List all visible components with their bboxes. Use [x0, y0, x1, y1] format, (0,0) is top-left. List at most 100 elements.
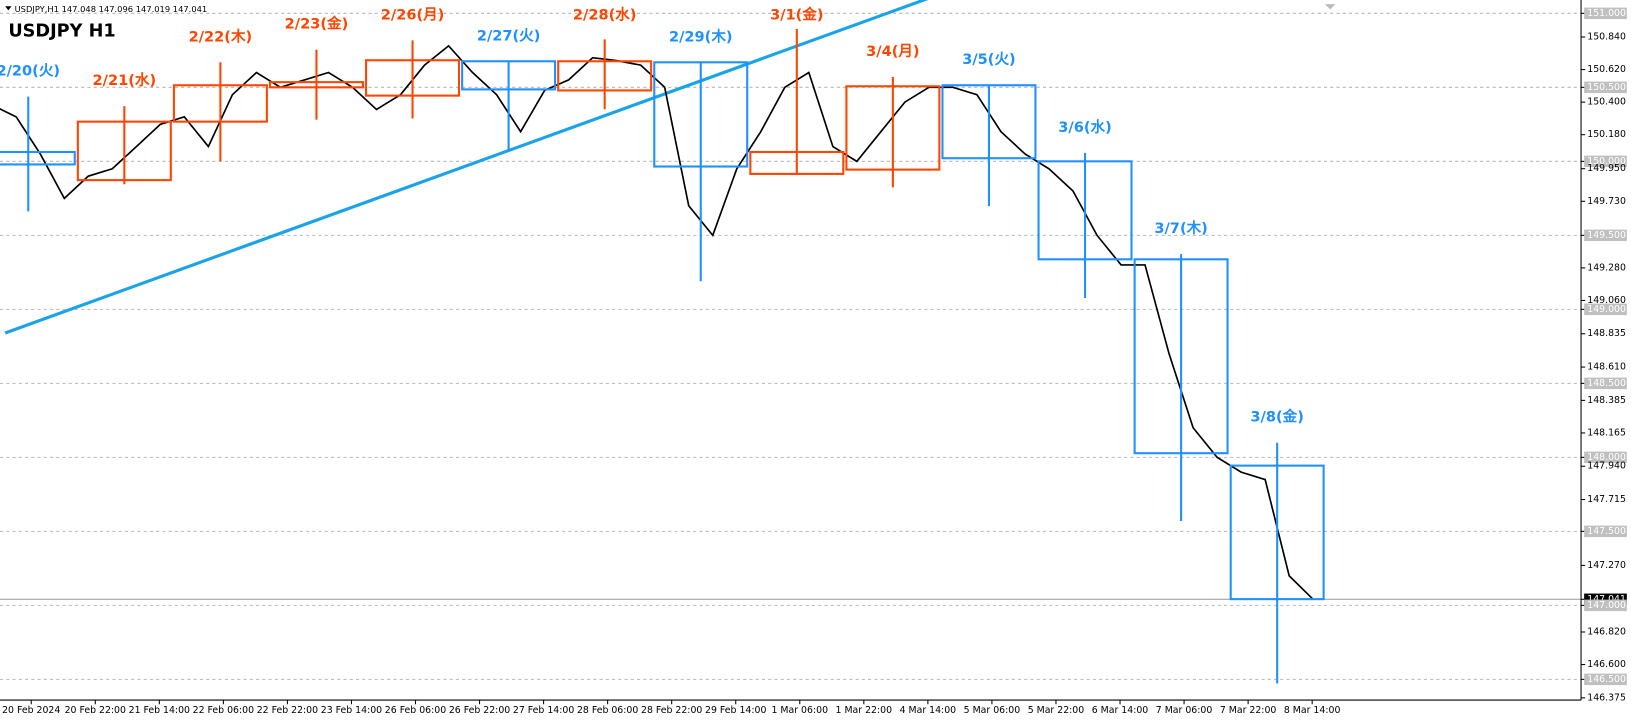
- y-tick-box: [1584, 673, 1627, 686]
- y-tick-label: 148.835: [1587, 328, 1626, 339]
- day-box: [1037, 160, 1133, 261]
- day-label: 3/1(金): [770, 6, 823, 24]
- y-tick-box: [1584, 525, 1627, 538]
- y-tick-label: 148.385: [1587, 395, 1626, 406]
- x-tick-label: 20 Feb 22:00: [65, 705, 126, 716]
- day-box: [461, 60, 557, 91]
- x-tick-label: 20 Feb 2024: [2, 705, 60, 716]
- chart-title: USDJPY H1: [8, 21, 115, 41]
- y-tick-label: 147.270: [1587, 560, 1626, 571]
- x-tick-label: 27 Feb 14:00: [513, 705, 574, 716]
- y-tick-box: [1584, 7, 1627, 20]
- day-box: [76, 120, 172, 182]
- x-tick-label: 7 Mar 06:00: [1156, 705, 1213, 716]
- y-tick-label: 150.500: [1587, 82, 1626, 93]
- x-tick-label: 1 Mar 22:00: [836, 705, 893, 716]
- day-box: [0, 150, 76, 166]
- day-box: [653, 61, 749, 168]
- chart-subtitle: USDJPY,H1 147.048 147.096 147.019 147.04…: [15, 4, 208, 14]
- day-box: [1229, 464, 1325, 601]
- y-tick-label: 147.041: [1587, 594, 1626, 605]
- menu-icon: [5, 6, 12, 11]
- y-tick-label: 149.280: [1587, 262, 1626, 273]
- y-tick-box: [1584, 229, 1627, 242]
- x-tick-label: 22 Feb 06:00: [193, 705, 254, 716]
- y-tick-label: 150.400: [1587, 97, 1626, 108]
- y-tick-box: [1584, 593, 1627, 606]
- y-tick-label: 146.375: [1587, 692, 1626, 703]
- axis: 151.000 150.840 150.620 150.500 150.400 150.1…: [2, 7, 1627, 716]
- day-label: 2/22(木): [189, 27, 253, 45]
- y-tick-label: 147.500: [1587, 526, 1626, 537]
- day-box: [1133, 258, 1229, 455]
- x-tick-label: 26 Feb 22:00: [449, 705, 510, 716]
- y-tick-label: 150.840: [1587, 31, 1626, 42]
- plot-area: 2/20(火) 2/21(水) 2/22(木) 2/23(金) 2/26(月) 2/27(…: [0, 0, 1325, 684]
- y-tick-label: 149.060: [1587, 295, 1626, 306]
- x-tick-label: 1 Mar 06:00: [772, 705, 829, 716]
- day-box: [845, 85, 941, 171]
- y-tick-box: [1584, 303, 1627, 316]
- day-label: 2/23(金): [285, 15, 349, 33]
- y-tick-label: 147.715: [1587, 494, 1626, 505]
- day-label: 2/27(火): [477, 27, 541, 44]
- y-tick-label: 148.000: [1587, 452, 1626, 463]
- day-box: [941, 84, 1037, 160]
- day-box: [268, 81, 364, 89]
- day-label: 3/7(木): [1154, 219, 1207, 237]
- x-tick-label: 22 Feb 22:00: [257, 705, 318, 716]
- day-label: 3/5(火): [962, 51, 1015, 68]
- day-box: [557, 60, 653, 92]
- y-tick-label: 149.500: [1587, 230, 1626, 241]
- price-line: [0, 44, 1314, 601]
- y-tick-label: 146.500: [1587, 674, 1626, 685]
- day-label: 2/26(月): [381, 7, 445, 24]
- y-tick-label: 149.000: [1587, 304, 1626, 315]
- x-tick-label: 6 Mar 14:00: [1092, 705, 1149, 716]
- y-tick-label: 151.000: [1587, 8, 1626, 19]
- x-tick-label: 5 Mar 06:00: [964, 705, 1021, 716]
- y-tick-label: 147.000: [1587, 600, 1626, 611]
- day-box: [749, 150, 845, 175]
- day-box: [365, 59, 461, 97]
- x-tick-label: 23 Feb 14:00: [321, 705, 382, 716]
- day-label: 2/21(水): [93, 71, 157, 89]
- y-tick-box: [1584, 377, 1627, 390]
- x-tick-label: 29 Feb 14:00: [705, 705, 766, 716]
- scroll-marker: [1324, 4, 1336, 10]
- y-tick-label: 150.180: [1587, 129, 1626, 140]
- x-tick-label: 21 Feb 14:00: [129, 705, 190, 716]
- x-tick-label: 7 Mar 22:00: [1220, 705, 1277, 716]
- y-tick-label: 147.940: [1587, 461, 1626, 472]
- y-tick-label: 146.600: [1587, 659, 1626, 670]
- day-label: 3/4(月): [866, 43, 919, 60]
- x-tick-label: 4 Mar 14:00: [900, 705, 957, 716]
- day-label: 2/28(水): [573, 6, 637, 24]
- y-tick-box: [1584, 599, 1627, 612]
- x-tick-label: 26 Feb 06:00: [385, 705, 446, 716]
- y-tick-label: 149.730: [1587, 196, 1626, 207]
- y-tick-label: 148.610: [1587, 362, 1626, 373]
- x-tick-label: 28 Feb 06:00: [577, 705, 638, 716]
- trendline: [4, 0, 929, 335]
- y-tick-label: 150.000: [1587, 156, 1626, 167]
- x-tick-label: 5 Mar 22:00: [1028, 705, 1085, 716]
- day-box: [172, 84, 268, 123]
- day-label: 3/8(金): [1250, 408, 1303, 426]
- y-tick-label: 148.165: [1587, 427, 1626, 438]
- x-tick-label: 28 Feb 22:00: [641, 705, 702, 716]
- y-tick-label: 146.820: [1587, 626, 1626, 637]
- y-tick-box: [1584, 81, 1627, 94]
- x-tick-label: 8 Mar 14:00: [1284, 705, 1341, 716]
- day-label: 3/6(水): [1058, 118, 1111, 136]
- day-label: 2/20(火): [0, 63, 60, 80]
- y-tick-label: 149.950: [1587, 163, 1626, 174]
- y-tick-box: [1584, 451, 1627, 464]
- y-tick-box: [1584, 155, 1627, 168]
- day-label: 2/29(木): [669, 27, 733, 45]
- y-tick-label: 150.620: [1587, 64, 1626, 75]
- y-tick-label: 148.500: [1587, 378, 1626, 389]
